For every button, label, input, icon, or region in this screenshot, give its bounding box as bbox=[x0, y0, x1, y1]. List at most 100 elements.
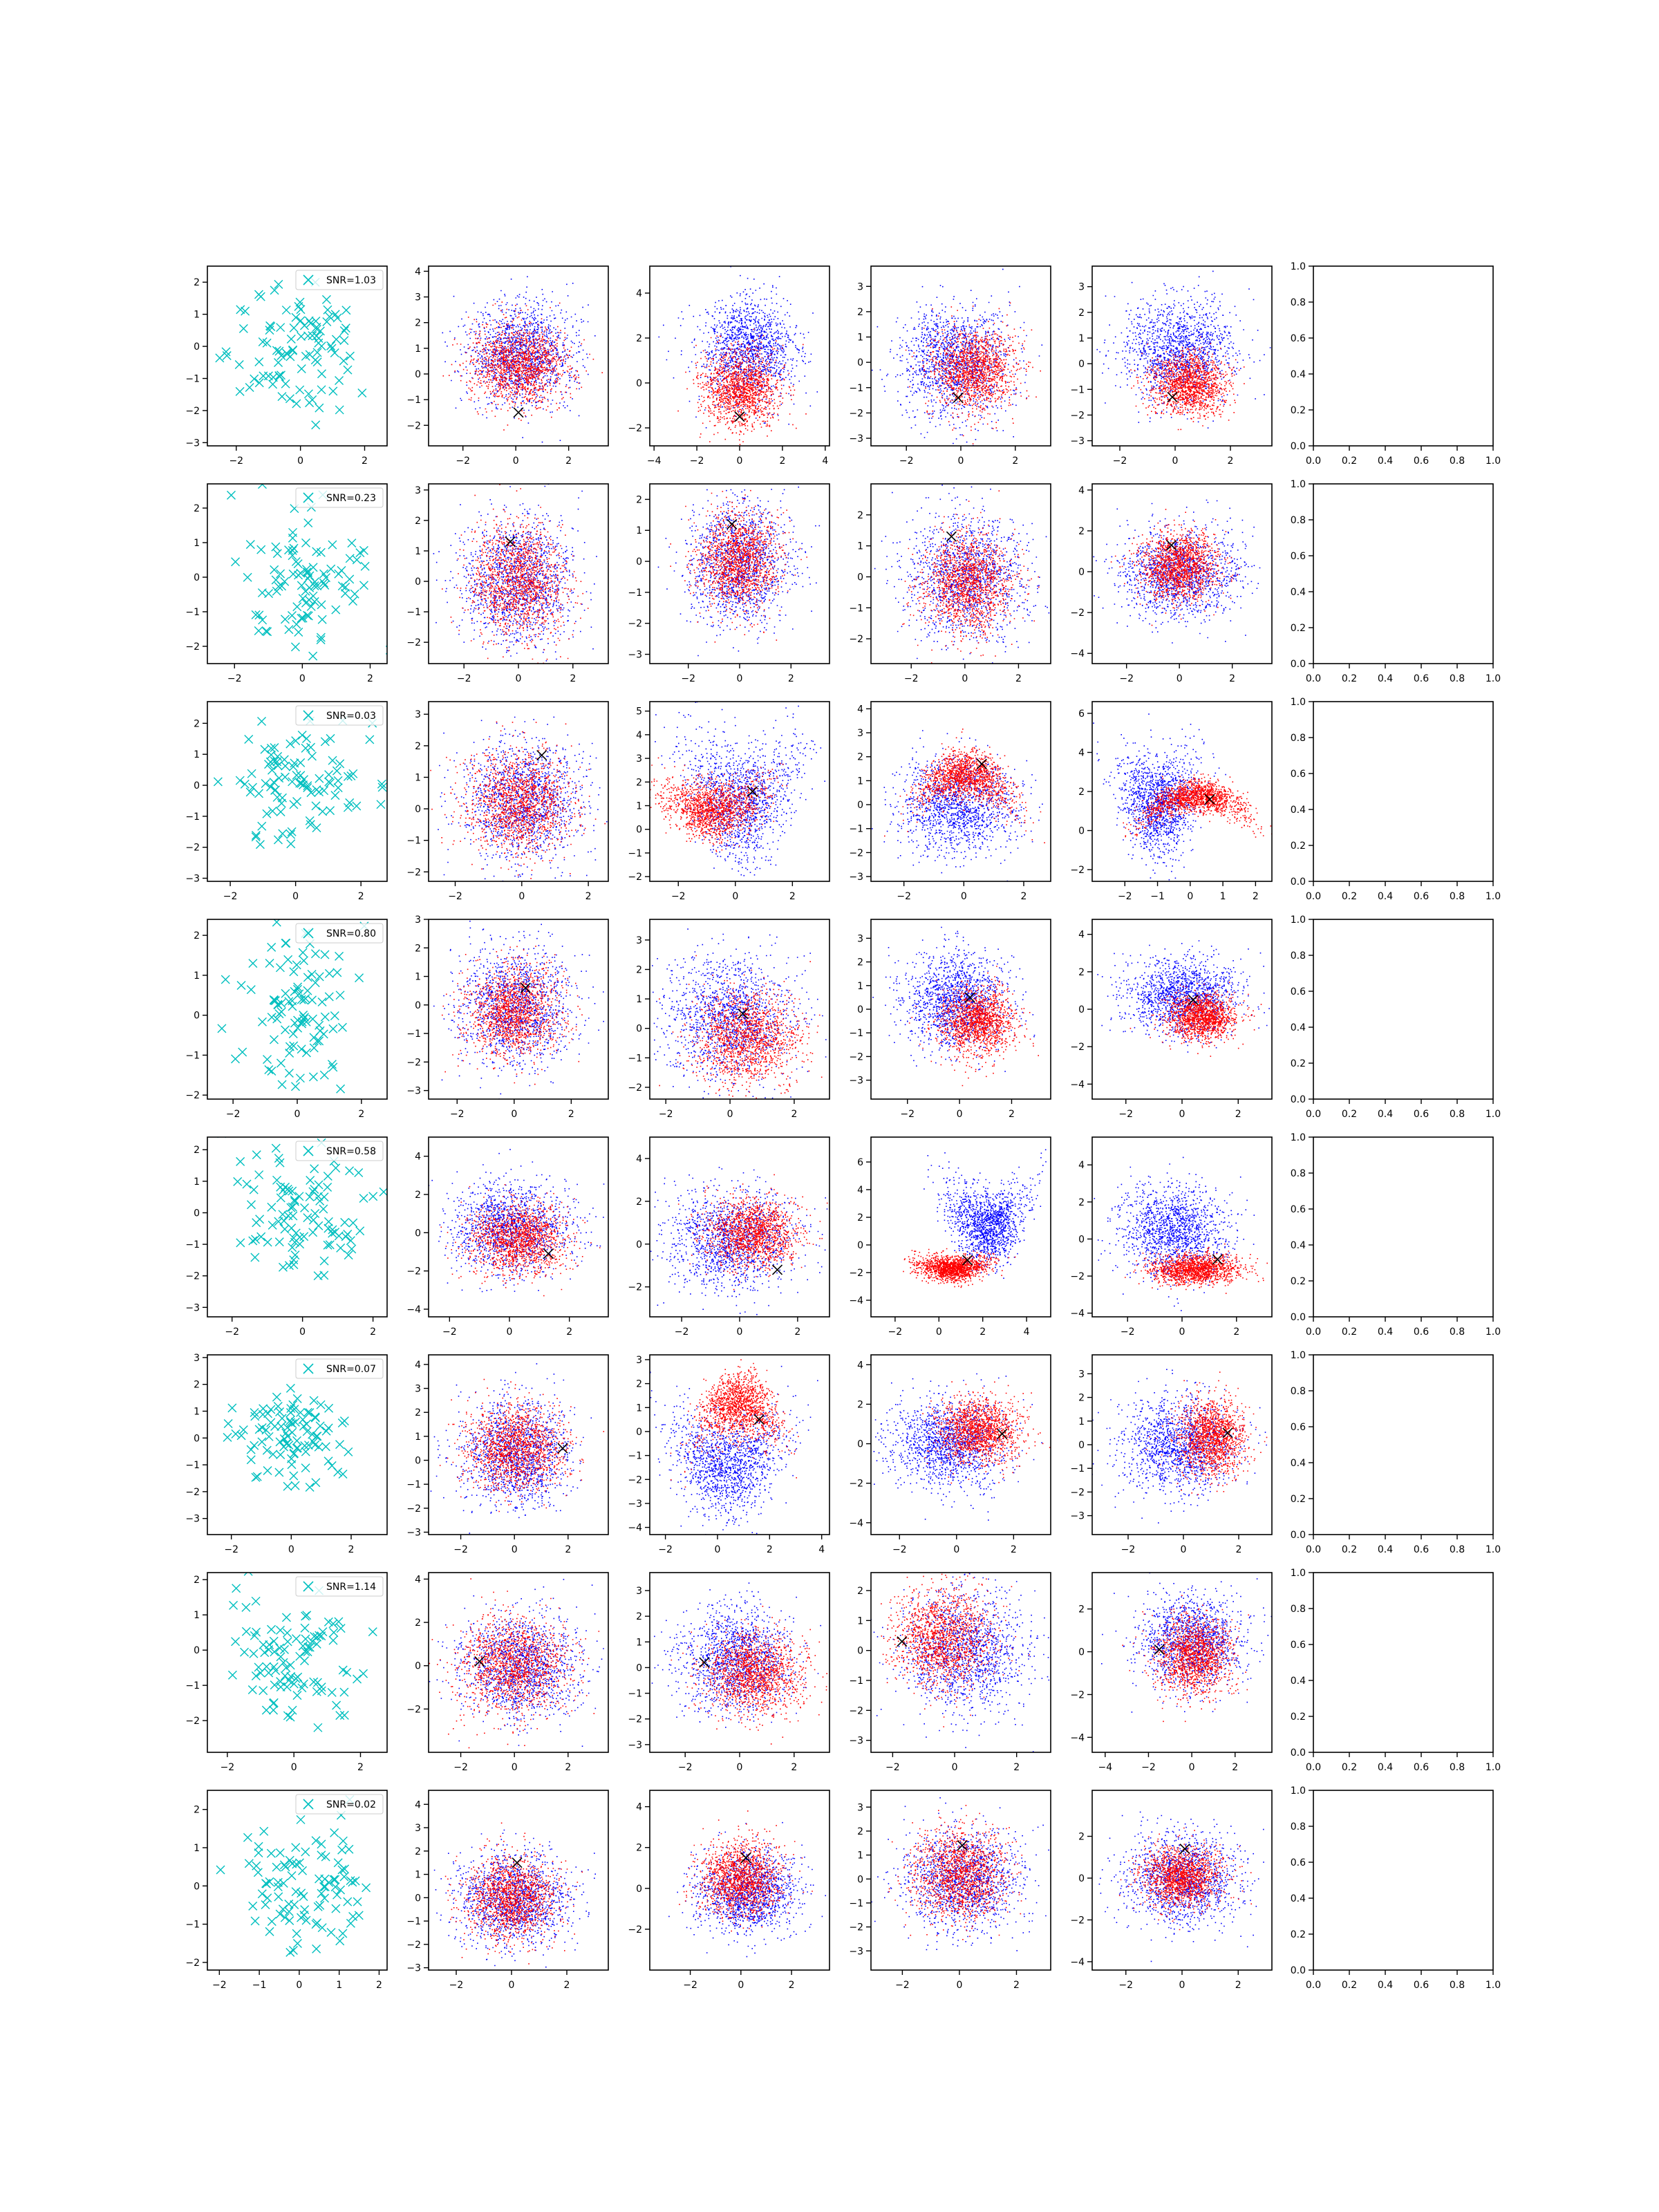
cyan-x-point bbox=[301, 1624, 309, 1632]
x-tick-label: 2 bbox=[566, 1327, 572, 1338]
y-tick-label: 0.2 bbox=[1291, 1058, 1306, 1069]
plot-area bbox=[645, 1582, 836, 1744]
blue-point-cloud bbox=[1101, 1561, 1280, 1712]
y-tick-label: −1 bbox=[628, 1053, 642, 1064]
red-point-cloud bbox=[902, 490, 1039, 663]
x-tick-label: 2 bbox=[1236, 1544, 1242, 1555]
cyan-x-point bbox=[301, 1447, 310, 1456]
x-tick-label: 1.0 bbox=[1485, 1109, 1501, 1120]
x-tick-label: 0.0 bbox=[1306, 456, 1321, 467]
x-tick-label: 2 bbox=[789, 1980, 795, 1991]
plot-area bbox=[223, 1384, 353, 1491]
legend-label: SNR=0.07 bbox=[326, 1364, 376, 1375]
x-tick-label: 0 bbox=[292, 891, 299, 902]
y-tick-label: 4 bbox=[636, 1802, 642, 1813]
cyan-x-point bbox=[318, 615, 326, 624]
cyan-x-point bbox=[247, 986, 255, 994]
cyan-x-point bbox=[251, 1253, 259, 1262]
cyan-x-point bbox=[301, 1657, 309, 1665]
x-tick-label: 0.4 bbox=[1378, 1544, 1393, 1555]
y-tick-label: 3 bbox=[415, 1384, 421, 1395]
cyan-x-point bbox=[278, 393, 286, 401]
plot-area bbox=[227, 480, 413, 693]
cyan-x-point bbox=[288, 827, 296, 836]
cyan-x-point bbox=[311, 950, 319, 958]
cyan-x-point bbox=[248, 1685, 256, 1694]
cyan-x-point bbox=[312, 547, 321, 556]
y-tick-label: 0.2 bbox=[1291, 1712, 1306, 1723]
cyan-x-point bbox=[301, 1635, 310, 1643]
cyan-x-point bbox=[281, 577, 289, 585]
cyan-x-point bbox=[332, 1164, 340, 1172]
cyan-x-point bbox=[263, 628, 272, 636]
cyan-x-point bbox=[270, 565, 279, 574]
axes-frame bbox=[1313, 484, 1493, 664]
plot-area bbox=[423, 717, 618, 892]
x-tick-label: 1.0 bbox=[1485, 1980, 1501, 1991]
y-tick-label: −4 bbox=[1070, 648, 1085, 659]
cyan-x-point bbox=[276, 1848, 284, 1857]
y-tick-label: 0.0 bbox=[1291, 1094, 1306, 1105]
cyan-x-point bbox=[332, 1701, 341, 1709]
x-tick-label: 1.0 bbox=[1485, 1327, 1501, 1338]
cyan-x-point bbox=[306, 1176, 315, 1184]
cyan-x-point bbox=[329, 1636, 337, 1644]
cyan-x-point bbox=[261, 1649, 269, 1657]
plot-area bbox=[1071, 500, 1275, 644]
subplot-r2-c5: 0.0 0.2 0.4 0.6 0.8 1.00.00.20.40.60.81.0 bbox=[1291, 697, 1501, 902]
cyan-x-point bbox=[241, 1648, 249, 1656]
cyan-x-point bbox=[281, 939, 290, 948]
cyan-x-point bbox=[292, 961, 301, 969]
y-tick-label: 2 bbox=[415, 943, 421, 954]
y-tick-label: 3 bbox=[857, 728, 863, 739]
cyan-x-point bbox=[308, 971, 316, 979]
cyan-x-point bbox=[275, 1468, 283, 1477]
plot-area bbox=[442, 276, 603, 443]
axes-frame bbox=[650, 702, 830, 881]
cyan-x-point bbox=[289, 528, 297, 536]
cyan-x-point bbox=[331, 791, 339, 800]
cyan-x-point bbox=[252, 831, 260, 839]
x-tick-label: 0.6 bbox=[1414, 1980, 1429, 1991]
y-tick-label: −2 bbox=[185, 843, 200, 854]
cyan-x-point bbox=[246, 541, 254, 549]
x-tick-label: 1.0 bbox=[1485, 1762, 1501, 1773]
cyan-x-point bbox=[285, 626, 293, 634]
cyan-x-point bbox=[270, 778, 278, 787]
cyan-x-point bbox=[251, 1917, 259, 1925]
axes-frame bbox=[207, 1573, 387, 1752]
cyan-x-point bbox=[236, 1239, 245, 1247]
blue-point-cloud bbox=[630, 643, 843, 923]
y-tick-label: 0.2 bbox=[1291, 1276, 1306, 1287]
red-point-cloud bbox=[909, 966, 1039, 1086]
cyan-x-point bbox=[255, 1425, 263, 1434]
cyan-x-point bbox=[289, 1030, 297, 1038]
y-tick-label: 4 bbox=[1078, 930, 1085, 941]
x-tick-label: 2 bbox=[789, 891, 796, 902]
x-tick-label: 0 bbox=[727, 1109, 733, 1120]
y-tick-label: −2 bbox=[185, 1716, 200, 1727]
cyan-x-point bbox=[290, 1901, 299, 1909]
cyan-x-point bbox=[272, 543, 280, 551]
y-tick-label: 1.0 bbox=[1291, 697, 1306, 708]
cyan-x-point bbox=[284, 955, 292, 964]
y-tick-label: 2 bbox=[194, 1805, 200, 1816]
plot-area bbox=[406, 1149, 625, 1296]
cyan-x-point bbox=[311, 979, 319, 987]
cyan-x-point bbox=[353, 556, 361, 564]
cyan-x-point bbox=[279, 830, 287, 838]
cyan-x-point bbox=[312, 1944, 321, 1953]
cyan-x-point bbox=[304, 1643, 312, 1651]
x-tick-label: −2 bbox=[892, 1544, 907, 1555]
x-tick-label: 0 bbox=[1179, 1109, 1185, 1120]
y-tick-label: 3 bbox=[194, 1353, 200, 1364]
cyan-x-point bbox=[236, 1157, 245, 1165]
cyan-x-point bbox=[341, 1218, 349, 1226]
plot-area bbox=[860, 927, 1059, 1087]
cyan-x-point bbox=[293, 798, 301, 806]
cyan-x-point bbox=[328, 541, 337, 549]
plot-area bbox=[411, 1559, 639, 1756]
y-tick-label: −1 bbox=[849, 383, 863, 394]
y-tick-label: 2 bbox=[415, 741, 421, 752]
